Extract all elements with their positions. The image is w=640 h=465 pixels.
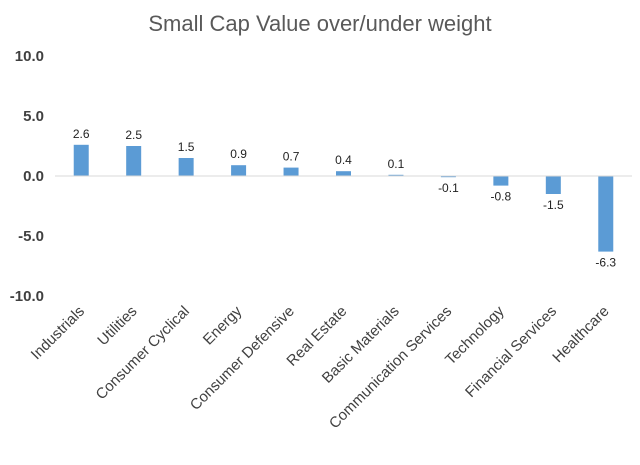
data-label: -1.5: [543, 198, 564, 212]
y-tick-label: 0.0: [23, 168, 44, 185]
data-label: 0.4: [335, 153, 352, 167]
bar-energy: [231, 165, 247, 176]
bar-basic-materials: [388, 174, 404, 176]
x-tick-label: Financial Services: [462, 303, 560, 401]
y-axis: 10.0 5.0 0.0 -5.0 -10.0: [10, 48, 44, 305]
bar-consumer-defensive: [283, 167, 299, 176]
y-tick-label: -10.0: [10, 288, 44, 305]
bar-utilities: [126, 146, 142, 176]
data-label: -6.3: [595, 256, 616, 270]
data-label: 2.6: [73, 127, 90, 141]
data-labels: 2.6 2.5 1.5 0.9 0.7 0.4 0.1 -0.1 -0.8 -1.5 -6.3: [73, 127, 617, 270]
bar-consumer-cyclical: [178, 158, 194, 176]
x-tick-label: Healthcare: [549, 303, 612, 366]
bar-communication-services: [440, 176, 456, 178]
x-tick-label: Consumer Defensive: [187, 303, 298, 414]
bar-industrials: [73, 144, 89, 176]
bar-technology: [493, 176, 509, 186]
data-label: 0.1: [388, 157, 405, 171]
y-tick-label: 10.0: [15, 48, 44, 65]
data-label: -0.1: [438, 181, 459, 195]
bar-real-estate: [336, 171, 351, 176]
y-tick-label: -5.0: [18, 228, 44, 245]
data-label: 0.7: [283, 150, 300, 164]
y-tick-label: 5.0: [23, 108, 44, 125]
bar-healthcare: [598, 176, 614, 252]
x-tick-label: Industrials: [28, 303, 88, 363]
x-tick-label: Consumer Cyclical: [93, 303, 193, 403]
x-tick-label: Energy: [200, 302, 246, 348]
data-label: 1.5: [178, 140, 195, 154]
data-label: -0.8: [491, 190, 512, 204]
data-label: 2.5: [125, 128, 142, 142]
x-tick-label: Utilities: [94, 303, 140, 349]
bars: [73, 144, 614, 252]
data-label: 0.9: [230, 147, 247, 161]
chart-title: Small Cap Value over/under weight: [148, 11, 491, 36]
bar-financial-services: [545, 176, 561, 194]
